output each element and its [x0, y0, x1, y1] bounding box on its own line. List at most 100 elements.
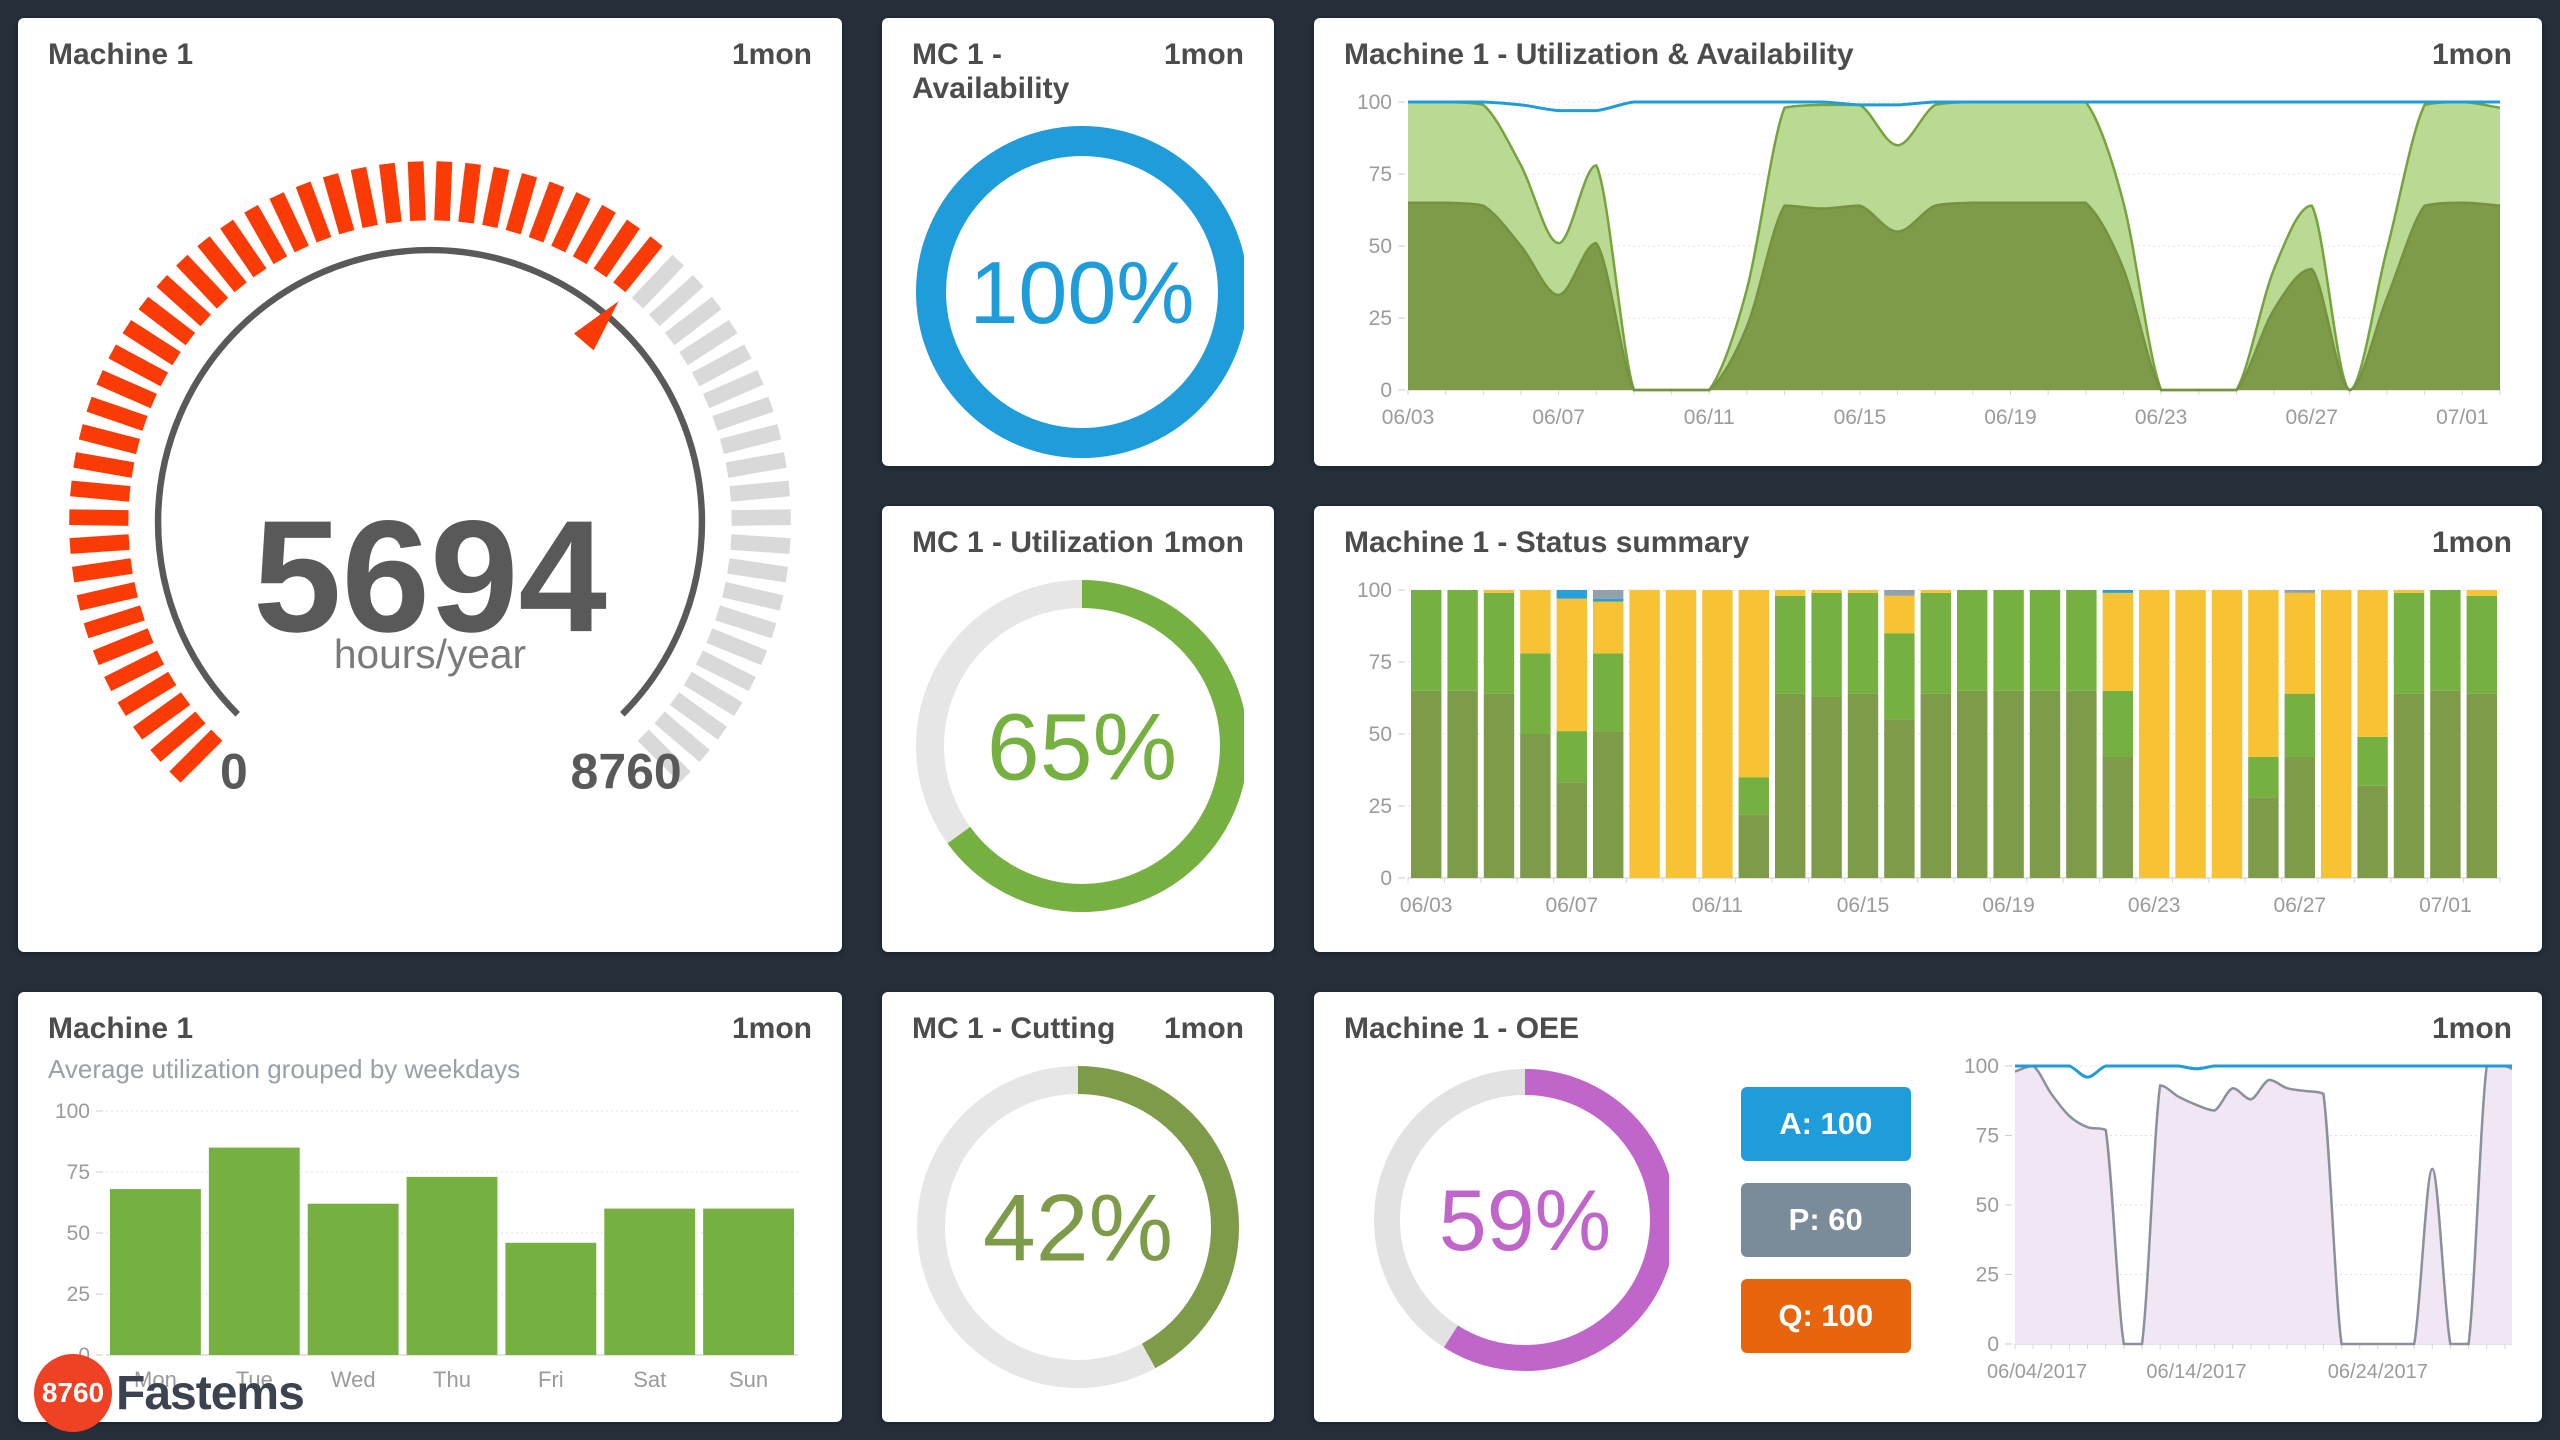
- area-chart-body: 0 25 50 75 100 06/03 06/07 06/11 06/15 06/19 06/23…: [1344, 86, 2512, 436]
- svg-text:Sat: Sat: [633, 1367, 666, 1392]
- svg-text:50: 50: [1369, 235, 1392, 258]
- svg-text:100: 100: [1357, 91, 1392, 114]
- svg-text:06/23: 06/23: [2128, 894, 2181, 917]
- panel-header: Machine 1 1mon: [48, 1012, 812, 1046]
- svg-text:06/14/2017: 06/14/2017: [2146, 1361, 2246, 1383]
- svg-text:06/24/2017: 06/24/2017: [2328, 1361, 2428, 1383]
- svg-text:Thu: Thu: [433, 1367, 471, 1392]
- period-selector[interactable]: 1mon: [1163, 38, 1244, 71]
- svg-text:06/15: 06/15: [1837, 894, 1890, 917]
- svg-text:5694: 5694: [253, 487, 607, 665]
- svg-text:Wed: Wed: [331, 1367, 376, 1392]
- weekday-utilization-bar-chart: 0255075100MonTueWedThuFriSatSun: [55, 1100, 798, 1392]
- panel-header: Machine 1 - Utilization & Availability 1…: [1344, 38, 2512, 72]
- panel-header: Machine 1 - OEE 1mon: [1344, 1012, 2512, 1046]
- svg-text:06/23: 06/23: [2135, 406, 2188, 429]
- svg-text:50: 50: [67, 1222, 90, 1245]
- svg-text:0: 0: [1987, 1333, 1999, 1356]
- svg-text:07/01: 07/01: [2436, 406, 2489, 429]
- svg-text:Tue: Tue: [236, 1367, 273, 1392]
- donut-body: 42%: [912, 1062, 1244, 1392]
- svg-text:75: 75: [1369, 651, 1392, 674]
- svg-text:06/15: 06/15: [1834, 406, 1887, 429]
- panel-title: Machine 1: [48, 1012, 194, 1045]
- svg-text:06/27: 06/27: [2274, 894, 2327, 917]
- availability-badge-label: A: 100: [1779, 1106, 1873, 1141]
- svg-text:100%: 100%: [969, 243, 1194, 342]
- svg-text:06/07: 06/07: [1546, 894, 1599, 917]
- availability-donut-chart: 100%: [916, 126, 1244, 458]
- svg-text:59%: 59%: [1439, 1173, 1611, 1269]
- period-selector[interactable]: 1mon: [2431, 38, 2512, 71]
- period-selector[interactable]: 1mon: [1163, 1012, 1244, 1045]
- svg-text:50: 50: [1369, 723, 1392, 746]
- panel-subtitle: Average utilization grouped by weekdays: [48, 1054, 521, 1084]
- svg-text:25: 25: [1975, 1264, 1998, 1287]
- panel-machine1-oee: Machine 1 - OEE 1mon 59% A: 100 P: 60 Q:…: [1314, 992, 2542, 1422]
- panel-title: MC 1 - Cutting: [912, 1012, 1116, 1045]
- donut-body: 100%: [912, 122, 1244, 462]
- svg-text:06/03: 06/03: [1382, 406, 1435, 429]
- panel-mc1-cutting: MC 1 - Cutting 1mon 42%: [882, 992, 1274, 1422]
- stacked-chart-body: 0 25 50 75 100 06/03 06/07 06/11 06/15 06/19 06/23…: [1344, 574, 2512, 924]
- svg-text:75: 75: [67, 1161, 90, 1184]
- svg-text:Sun: Sun: [729, 1367, 768, 1392]
- svg-text:06/19: 06/19: [1984, 406, 2037, 429]
- svg-text:25: 25: [1369, 795, 1392, 818]
- svg-text:06/07: 06/07: [1532, 406, 1585, 429]
- period-selector[interactable]: 1mon: [731, 1012, 812, 1045]
- svg-text:06/11: 06/11: [1684, 406, 1735, 429]
- svg-text:75: 75: [1975, 1125, 1998, 1148]
- panel-title: Machine 1: [48, 38, 194, 71]
- logo-text: Fastems: [116, 1366, 305, 1420]
- panel-weekday-utilization: Machine 1 1mon Average utilization group…: [18, 992, 842, 1422]
- svg-text:8760: 8760: [571, 743, 682, 799]
- svg-text:65%: 65%: [987, 694, 1177, 800]
- panel-header: MC 1 - Utilization 1mon: [912, 526, 1244, 560]
- svg-text:50: 50: [1975, 1194, 1998, 1217]
- panel-header: Machine 1 - Status summary 1mon: [1344, 526, 2512, 560]
- svg-text:75: 75: [1369, 163, 1392, 186]
- period-selector[interactable]: 1mon: [1163, 526, 1244, 559]
- svg-text:06/03: 06/03: [1400, 894, 1453, 917]
- oee-donut-chart: 59%: [1374, 1069, 1669, 1371]
- utilization-donut-chart: 65%: [916, 580, 1244, 912]
- svg-text:07/01: 07/01: [2419, 894, 2472, 917]
- svg-text:0: 0: [1380, 867, 1392, 890]
- svg-text:100: 100: [1357, 579, 1392, 602]
- svg-text:Fri: Fri: [538, 1367, 564, 1392]
- period-selector[interactable]: 1mon: [731, 38, 812, 71]
- panel-header: MC 1 - Cutting 1mon: [912, 1012, 1244, 1046]
- status-summary-stacked-bar-chart: 0 25 50 75 100 06/03 06/07 06/11 06/15 06/19 06/23…: [1357, 579, 2501, 917]
- period-selector[interactable]: 1mon: [2431, 526, 2512, 559]
- panel-title: MC 1 - Availability: [912, 38, 1070, 105]
- panel-status-summary: Machine 1 - Status summary 1mon 0 25 50 75 1…: [1314, 506, 2542, 952]
- performance-badge: P: 60: [1740, 1183, 1911, 1257]
- panel-mc1-utilization: MC 1 - Utilization 1mon 65%: [882, 506, 1274, 952]
- svg-text:42%: 42%: [983, 1175, 1173, 1281]
- svg-text:Mon: Mon: [134, 1367, 177, 1392]
- svg-text:25: 25: [1369, 307, 1392, 330]
- bar-chart-body: 0255075100MonTueWedThuFriSatSun: [48, 1099, 812, 1399]
- oee-trend-chart: 0 25 50 75 100 06/04/2017 06/14/2017 06/24/2017: [1964, 1055, 2512, 1383]
- quality-badge: Q: 100: [1740, 1279, 1911, 1353]
- cutting-donut-chart: 42%: [917, 1066, 1239, 1388]
- panel-title: Machine 1 - Status summary: [1344, 526, 1750, 559]
- fastems-logo: 8760 Fastems: [34, 1354, 305, 1432]
- svg-text:0: 0: [220, 743, 248, 799]
- period-selector[interactable]: 1mon: [2431, 1012, 2512, 1045]
- panel-header: MC 1 - Availability 1mon: [912, 38, 1244, 106]
- panel-machine1-hours-gauge: Machine 1 1mon 5694 hours/year 0 8760: [18, 18, 842, 952]
- gauge-body: 5694 hours/year 0 8760: [48, 152, 812, 818]
- panel-title: Machine 1 - Utilization & Availability: [1344, 38, 1854, 71]
- panel-header: Machine 1 1mon: [48, 38, 812, 72]
- panel-title: Machine 1 - OEE: [1344, 1012, 1580, 1045]
- svg-text:06/27: 06/27: [2285, 406, 2338, 429]
- svg-text:hours/year: hours/year: [334, 631, 526, 677]
- svg-text:25: 25: [67, 1283, 90, 1306]
- panel-mc1-availability: MC 1 - Availability 1mon 100%: [882, 18, 1274, 466]
- svg-text:06/19: 06/19: [1982, 894, 2035, 917]
